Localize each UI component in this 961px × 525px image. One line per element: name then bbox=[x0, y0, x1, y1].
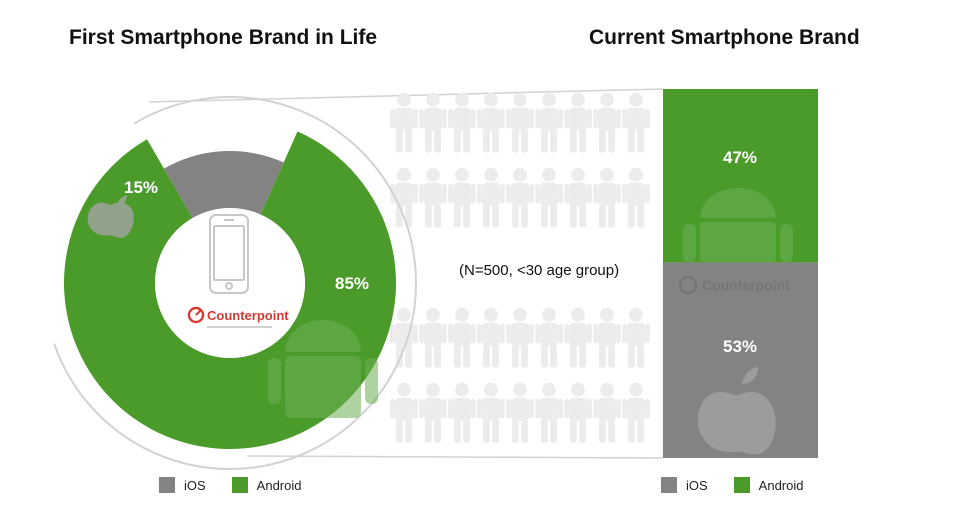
person-icon bbox=[593, 307, 621, 368]
person-icon bbox=[535, 307, 563, 368]
person-icon bbox=[506, 307, 534, 368]
person-icon bbox=[477, 307, 505, 368]
pie-exploded-outline bbox=[53, 96, 417, 470]
person-icon bbox=[622, 382, 650, 443]
person-icon bbox=[419, 382, 447, 443]
person-icon bbox=[448, 167, 476, 228]
legend-label-ios: iOS bbox=[686, 477, 708, 493]
person-icon bbox=[477, 92, 505, 153]
legend-current-brand: iOS Android bbox=[661, 477, 829, 493]
pie-label-ios: 15% bbox=[124, 178, 158, 197]
pie-label-android: 85% bbox=[335, 274, 369, 293]
person-icon bbox=[564, 307, 592, 368]
person-icon bbox=[506, 382, 534, 443]
chart-title-current-brand: Current Smartphone Brand bbox=[589, 26, 860, 49]
pie-chart: Counterpoint 15% 85% bbox=[53, 96, 417, 470]
person-icon bbox=[477, 167, 505, 228]
legend-label-android: Android bbox=[256, 477, 302, 493]
apple-watermark-icon bbox=[697, 367, 776, 455]
person-icon bbox=[564, 167, 592, 228]
person-icon bbox=[535, 382, 563, 443]
legend-label-ios: iOS bbox=[184, 477, 206, 493]
person-icon bbox=[506, 92, 534, 153]
person-icon bbox=[506, 167, 534, 228]
android-watermark-icon bbox=[268, 320, 378, 418]
person-icon bbox=[564, 92, 592, 153]
legend-first-brand: iOS Android bbox=[159, 477, 327, 493]
person-icon bbox=[448, 382, 476, 443]
person-icon bbox=[419, 92, 447, 153]
person-icon bbox=[390, 382, 418, 443]
person-icon bbox=[593, 167, 621, 228]
pie-slice-ios bbox=[164, 151, 284, 219]
person-icon bbox=[535, 167, 563, 228]
person-icon bbox=[593, 382, 621, 443]
person-icon bbox=[448, 92, 476, 153]
person-icon bbox=[448, 307, 476, 368]
legend-swatch-android bbox=[231, 477, 248, 493]
legend-label-android: Android bbox=[758, 477, 804, 493]
person-icon bbox=[593, 92, 621, 153]
counterpoint-logo: Counterpoint bbox=[187, 306, 289, 328]
person-icon bbox=[419, 307, 447, 368]
smartphone-icon bbox=[209, 214, 249, 294]
person-icon bbox=[622, 92, 650, 153]
person-icon bbox=[564, 382, 592, 443]
android-watermark-icon bbox=[683, 188, 793, 262]
person-icon bbox=[477, 382, 505, 443]
person-icon bbox=[622, 167, 650, 228]
sample-note: (N=500, <30 age group) bbox=[459, 262, 620, 279]
legend-swatch-ios bbox=[661, 477, 677, 493]
stacked-bar-chart: Counterpoint 47% 53% bbox=[663, 89, 818, 458]
person-icon bbox=[390, 92, 418, 153]
legend-swatch-ios bbox=[159, 477, 175, 493]
counterpoint-watermark-logo: Counterpoint bbox=[678, 275, 790, 295]
legend-swatch-android bbox=[733, 477, 750, 493]
svg-text:Counterpoint: Counterpoint bbox=[702, 277, 790, 293]
chart-title-first-brand: First Smartphone Brand in Life bbox=[69, 26, 378, 49]
svg-text:Counterpoint: Counterpoint bbox=[207, 308, 289, 323]
person-icon bbox=[419, 167, 447, 228]
connector-line-bottom bbox=[246, 455, 664, 459]
bar-label-ios: 53% bbox=[723, 337, 757, 356]
person-icon bbox=[535, 92, 563, 153]
bar-label-android: 47% bbox=[723, 148, 757, 167]
apple-watermark-icon bbox=[87, 195, 134, 238]
person-icon bbox=[622, 307, 650, 368]
